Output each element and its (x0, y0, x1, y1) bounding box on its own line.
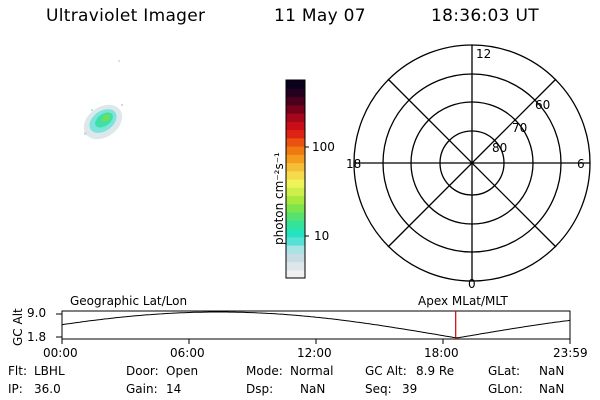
timeline-plot (56, 310, 571, 344)
timeline-x-tick-label-1800: 18:00 (424, 346, 459, 360)
polar-diagonal-2 (387, 78, 557, 248)
timeline-y-tick-label-9: 9.0 (27, 306, 47, 320)
timeline-x-tick-label-1200: 12:00 (297, 346, 332, 360)
colorbar-segment (286, 80, 305, 89)
colorbar-segment (286, 179, 305, 188)
gc-alt-value: 8.9 Re (416, 364, 455, 378)
colorbar (286, 80, 305, 279)
altitude-curve (61, 311, 571, 339)
colorbar-segment (286, 195, 305, 205)
colorbar-segment (286, 261, 305, 271)
colorbar-tick-label-10: 10 (314, 229, 330, 243)
timeline-left-caption: Geographic Lat/Lon (70, 294, 188, 308)
polar-label-12: 12 (476, 47, 492, 61)
colorbar-frame (285, 79, 306, 279)
colorbar-segment (286, 129, 305, 139)
polar-lat-label-60: 60 (535, 98, 551, 112)
seq-label: Seq: (365, 382, 392, 396)
colorbar-segment (286, 187, 305, 197)
polar-plot (353, 44, 591, 282)
mode-label: Mode: (246, 364, 283, 378)
timeline-y-axis-title: GC Alt (11, 308, 25, 346)
colorbar-segment (286, 104, 305, 114)
dsp-label: Dsp: (246, 382, 274, 396)
colorbar-segment (286, 203, 305, 213)
app-title: Ultraviolet Imager (46, 6, 206, 26)
timeline-x-tick-label-2359: 23:59 (553, 346, 588, 360)
polar-lat-label-70: 70 (512, 121, 528, 135)
polar-label-6: 6 (577, 157, 585, 171)
door-value: Open (166, 364, 199, 378)
glon-value: NaN (539, 382, 565, 396)
ip-value: 36.0 (34, 382, 61, 396)
colorbar-segment (286, 269, 305, 279)
colorbar-segment (286, 121, 305, 131)
colorbar-segment (286, 88, 305, 98)
colorbar-segment (286, 146, 305, 155)
seq-value: 39 (402, 382, 418, 396)
gc-alt-label: GC Alt: (365, 364, 407, 378)
filter-label: Flt: (8, 364, 27, 378)
gain-value: 14 (166, 382, 182, 396)
timeline-x-tick-label-0000: 00:00 (43, 346, 78, 360)
door-label: Door: (126, 364, 159, 378)
colorbar-segment (286, 253, 305, 263)
colorbar-segment (286, 236, 305, 246)
filter-value: LBHL (34, 364, 65, 378)
timeline-right-caption: Apex MLat/MLT (418, 294, 508, 308)
image-time: 18:36:03 UT (431, 6, 539, 26)
colorbar-segment (286, 170, 305, 180)
timeline-y-tick-label-1-8: 1.8 (27, 330, 47, 344)
colorbar-segment (286, 137, 305, 147)
auroral-image (83, 60, 123, 140)
timeline-x-tick-label-0600: 06:00 (170, 346, 205, 360)
ip-label: IP: (8, 382, 23, 396)
colorbar-segment (286, 212, 305, 221)
colorbar-segment (286, 228, 305, 238)
colorbar-segment (286, 154, 305, 164)
colorbar-segment (286, 220, 305, 230)
mode-value: Normal (290, 364, 334, 378)
colorbar-tick-label-100: 100 (312, 140, 335, 154)
glat-value: NaN (539, 364, 565, 378)
colorbar-segment (286, 113, 305, 122)
colorbar-segment (286, 162, 305, 172)
image-date: 11 May 07 (274, 6, 366, 26)
polar-label-18: 18 (346, 157, 362, 171)
polar-lat-label-80: 80 (492, 141, 508, 155)
colorbar-unit-label: photon cm⁻²s⁻¹ (272, 152, 286, 245)
polar-label-0: 0 (468, 277, 476, 291)
colorbar-segment (286, 245, 305, 254)
dsp-value: NaN (300, 382, 326, 396)
glon-label: GLon: (488, 382, 523, 396)
colorbar-segment (286, 96, 305, 106)
glat-label: GLat: (488, 364, 521, 378)
gain-label: Gain: (126, 382, 158, 396)
